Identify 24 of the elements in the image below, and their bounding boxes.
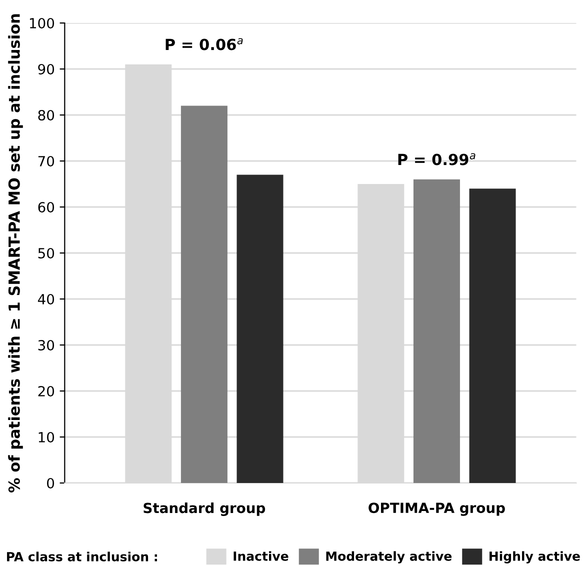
legend-title: PA class at inclusion : <box>7 552 157 562</box>
annotation: P = 0.06$^{a}$ <box>166 38 243 50</box>
y-tick-label: 20 <box>38 386 54 396</box>
y-tick-label: 30 <box>38 340 54 350</box>
legend-label: Inactive <box>234 551 288 561</box>
bar <box>413 179 460 483</box>
legend-label: Moderately active <box>326 551 452 564</box>
x-tick-label: Standard group <box>144 502 266 516</box>
y-tick-label: 90 <box>38 64 54 74</box>
legend-label: Highly active <box>490 551 580 564</box>
annotation: P = 0.99$^{a}$ <box>398 153 476 166</box>
y-tick-label: 80 <box>38 110 54 120</box>
y-tick-label: 50 <box>38 248 54 258</box>
bar <box>236 174 284 483</box>
y-axis-title: % of patients with ≥ 1 SMART-PA MO set up at inclusion <box>8 14 23 492</box>
y-tick-label: 60 <box>38 202 54 212</box>
y-tick-label: 0 <box>47 478 54 488</box>
bar <box>469 188 516 483</box>
y-tick-label: 10 <box>38 432 54 442</box>
bar <box>180 106 228 483</box>
y-tick-label: 40 <box>38 294 54 304</box>
y-tick-label: 70 <box>38 156 54 166</box>
x-tick-label: OPTIMA-PA group <box>368 502 505 516</box>
y-tick-label: 100 <box>30 18 54 28</box>
